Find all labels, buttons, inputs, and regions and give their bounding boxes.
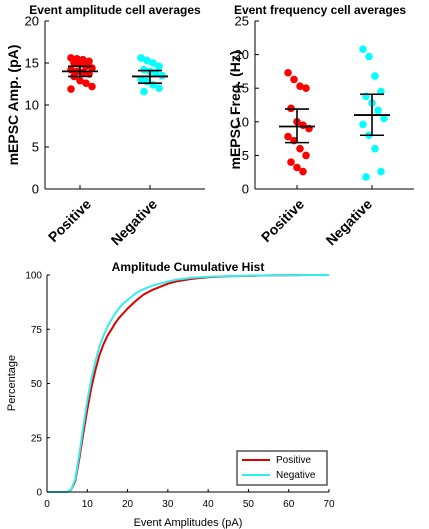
amplitude-error-bars: [62, 65, 168, 84]
c1-point-negative: [140, 65, 148, 74]
amplitude-data-points: [67, 54, 166, 96]
frequency-chart-title: Event frequency cell averages: [234, 3, 406, 17]
cumulative-x-tick-label: 70: [323, 499, 335, 510]
c1-point-negative: [149, 59, 157, 67]
c2-point-positive: [287, 158, 295, 166]
c2-point-positive: [296, 82, 304, 90]
cumulative-x-tick-label: 30: [162, 499, 174, 510]
frequency-error-bars: [279, 93, 390, 144]
c2-point-positive: [284, 68, 292, 77]
cumulative-y-tick-label: 100: [25, 271, 42, 282]
c2-y-tick-label: 10: [235, 114, 249, 129]
legend-label-positive: Positive: [276, 455, 311, 466]
c1-point-positive: [67, 85, 75, 93]
c2-point-negative: [359, 120, 367, 129]
c1-point-positive: [76, 76, 84, 85]
cumulative-x-tick-label: 50: [243, 499, 255, 510]
c2-point-positive: [293, 163, 301, 172]
cumulative-x-tick-label: 10: [82, 499, 94, 510]
c1-point-positive: [70, 59, 78, 67]
cumulative-x-tick-label: 20: [122, 499, 134, 510]
cumulative-axis-ticks: 0 10 20 30 40 50 60 70 0 25 50 75 100: [25, 271, 335, 511]
cumulative-y-tick-label: 50: [31, 379, 43, 390]
cumulative-x-axis-label: Event Amplitudes (pA): [134, 517, 243, 529]
legend-box: [236, 450, 328, 486]
cumulative-y-tick-label: 25: [31, 433, 43, 444]
frequency-y-axis-label: mEPSC Freq. (Hz): [227, 50, 243, 169]
amplitude-chart: Event amplitude cell averages mEPSC Amp.…: [5, 3, 205, 248]
frequency-y-ticks: 0 5 10 15 20 25: [235, 14, 259, 197]
cumulative-legend: Positive Negative: [236, 450, 328, 486]
frequency-axes: [254, 21, 414, 190]
c2-point-negative: [371, 144, 379, 153]
c2-y-tick-label: 15: [235, 81, 249, 96]
c2-y-tick-label: 5: [242, 148, 249, 163]
c1-point-positive: [82, 79, 90, 87]
cumulative-y-axis-label: Percentage: [6, 355, 18, 411]
c2-point-negative: [359, 45, 367, 54]
cumulative-y-tick-label: 75: [31, 325, 43, 336]
c1-y-tick-label: 20: [25, 14, 39, 29]
cumulative-series-lines: [47, 274, 329, 493]
cumulative-line-negative: [47, 274, 329, 493]
amplitude-axes: [44, 21, 205, 190]
c2-point-negative: [365, 52, 373, 61]
frequency-category-label-positive: Positive: [258, 196, 307, 245]
c2-y-tick-label: 0: [242, 182, 249, 197]
frequency-data-points: [284, 45, 388, 181]
c2-point-negative: [371, 72, 379, 80]
c1-y-tick-label: 0: [32, 182, 39, 197]
c1-point-negative: [143, 56, 151, 65]
cumulative-chart-title: Amplitude Cumulative Hist: [112, 260, 265, 274]
cumulative-axes: [46, 275, 329, 493]
c2-point-negative: [374, 106, 382, 115]
cumulative-x-tick-label: 40: [203, 499, 215, 510]
amplitude-y-axis-label: mEPSC Amp. (pA): [5, 45, 21, 166]
c1-point-negative: [137, 54, 145, 62]
c1-point-positive: [88, 82, 96, 91]
c1-point-negative: [155, 62, 163, 71]
amplitude-category-labels: Positive Negative: [45, 196, 160, 249]
amplitude-chart-title: Event amplitude cell averages: [29, 3, 201, 17]
c1-point-negative: [140, 87, 148, 96]
c1-point-negative: [155, 84, 163, 92]
c1-y-tick-label: 10: [25, 98, 39, 113]
c2-y-tick-label: 25: [235, 14, 249, 29]
c2-point-positive: [302, 151, 310, 160]
c2-point-positive: [302, 84, 310, 92]
frequency-category-label-negative: Negative: [323, 196, 376, 249]
cumulative-y-tick-label: 0: [36, 488, 42, 499]
frequency-category-labels: Positive Negative: [258, 196, 375, 249]
c2-y-tick-label: 20: [235, 47, 249, 62]
legend-label-negative: Negative: [276, 470, 316, 481]
cumulative-chart: Amplitude Cumulative Hist Event Amplitud…: [6, 260, 335, 529]
c1-y-tick-label: 5: [32, 140, 39, 155]
c2-point-positive: [296, 144, 304, 153]
c2-point-positive: [284, 132, 292, 141]
amplitude-y-ticks: 0 5 10 15 20: [25, 14, 49, 197]
c2-point-positive: [290, 75, 298, 84]
amplitude-category-label-negative: Negative: [108, 196, 161, 249]
cumulative-x-tick-label: 0: [44, 499, 50, 510]
c1-y-tick-label: 15: [25, 56, 39, 71]
amplitude-category-label-positive: Positive: [45, 196, 94, 245]
c2-point-negative: [380, 114, 388, 123]
c2-point-positive: [299, 167, 307, 176]
cumulative-x-tick-label: 60: [283, 499, 295, 510]
c2-point-negative: [362, 173, 370, 181]
c2-point-negative: [377, 167, 385, 176]
frequency-chart: Event frequency cell averages mEPSC Freq…: [227, 3, 414, 248]
